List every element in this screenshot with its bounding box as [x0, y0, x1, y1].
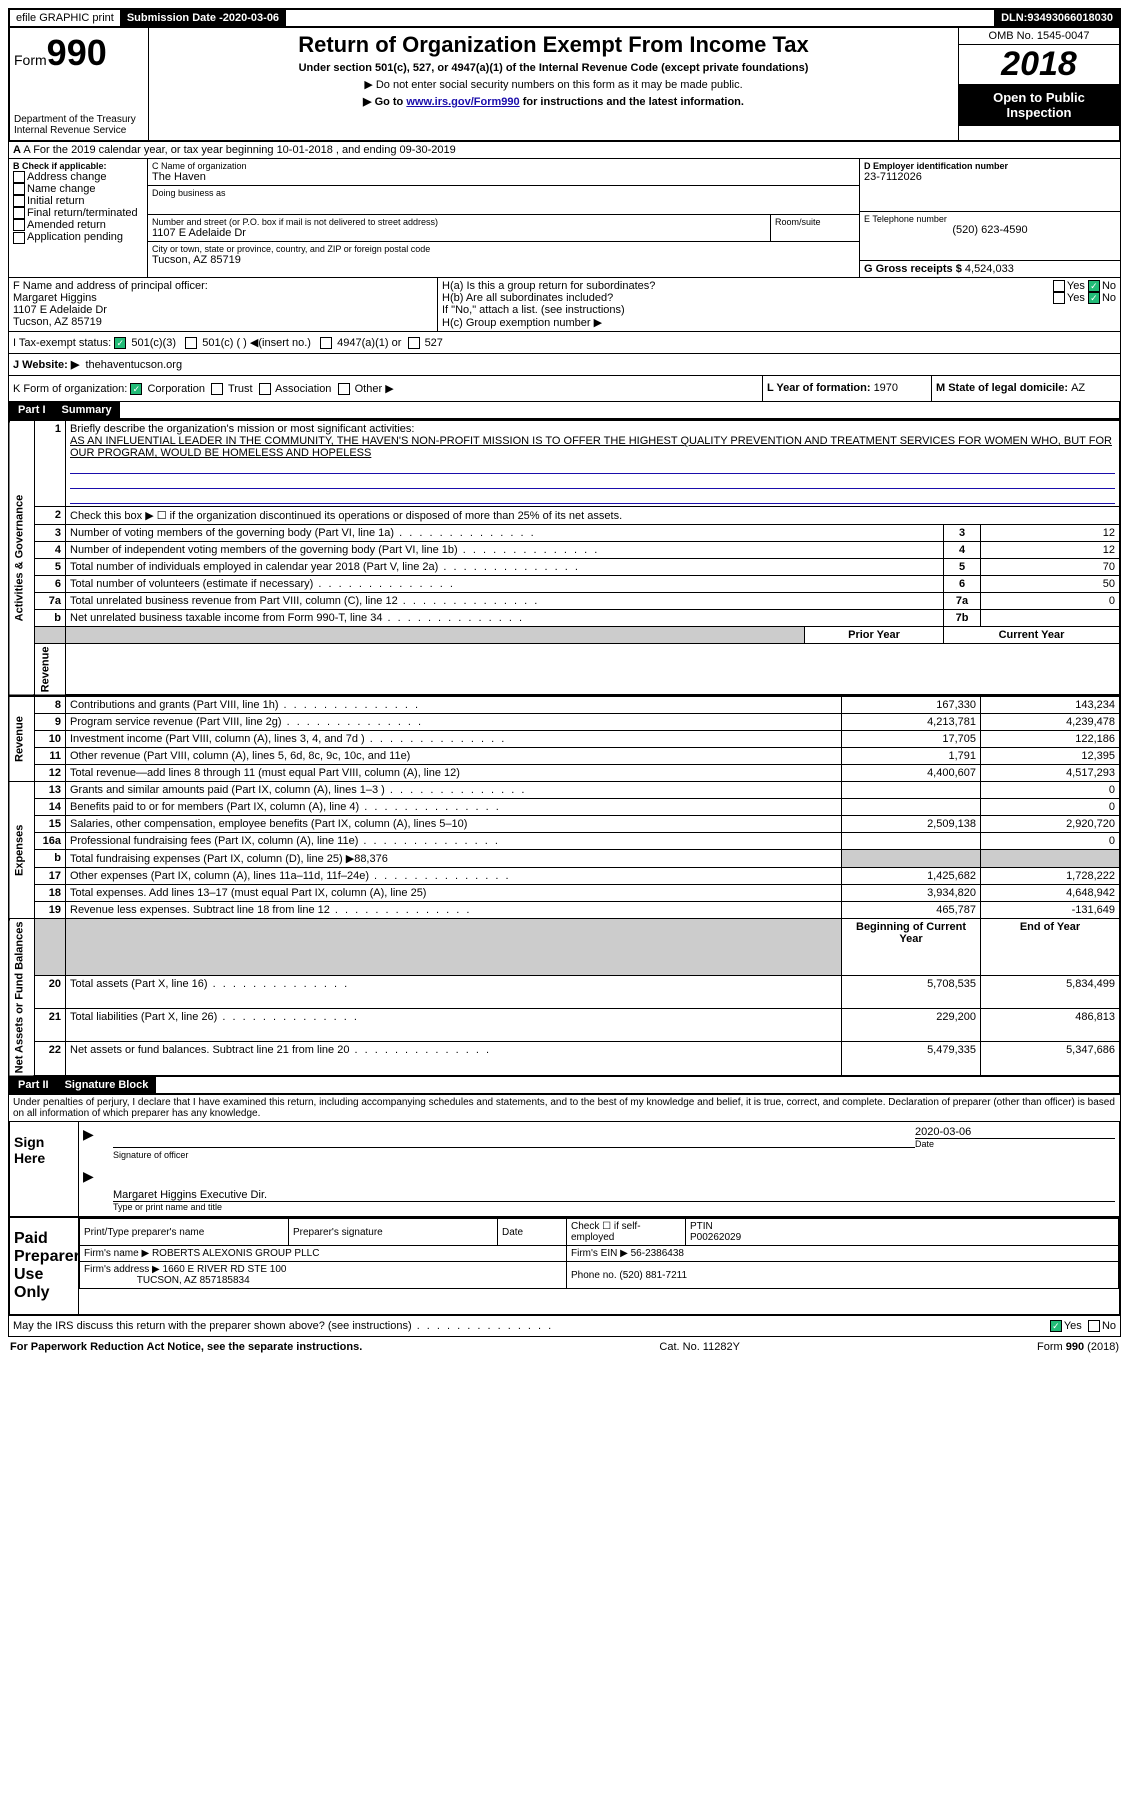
city-label: City or town, state or province, country…: [152, 244, 855, 254]
open-inspection: Open to Public Inspection: [959, 84, 1119, 126]
officer-addr: 1107 E Adelaide Dr: [13, 304, 433, 316]
firm-addr1: 1660 E RIVER RD STE 100: [163, 1264, 287, 1275]
mission-text: AS AN INFLUENTIAL LEADER IN THE COMMUNIT…: [70, 435, 1112, 459]
side-rev: Revenue: [35, 644, 66, 695]
paid-preparer-block: Paid Preparer Use Only Print/Type prepar…: [8, 1218, 1121, 1316]
gross-receipts-label: G Gross receipts $: [864, 263, 965, 275]
org-name: The Haven: [152, 171, 855, 183]
sig-date: 2020-03-06: [915, 1126, 1115, 1139]
side-gov: Activities & Governance: [9, 421, 35, 695]
group-exemption: H(c) Group exemption number ▶: [442, 316, 1116, 329]
state-domicile: AZ: [1071, 382, 1085, 394]
footer-left: For Paperwork Reduction Act Notice, see …: [10, 1341, 362, 1353]
revenue-table: Revenue 8Contributions and grants (Part …: [8, 696, 1121, 1077]
preparer-sig-label: Preparer's signature: [289, 1219, 498, 1246]
side-exp: Expenses: [9, 782, 35, 919]
preparer-date-label: Date: [498, 1219, 567, 1246]
officer-label: F Name and address of principal officer:: [13, 280, 433, 292]
identity-block: B Check if applicable: Address change Na…: [8, 159, 1121, 278]
ein-label: D Employer identification number: [864, 161, 1008, 171]
part1-header: Part I Summary: [8, 402, 1121, 420]
omb-number: OMB No. 1545-0047: [959, 28, 1119, 45]
page-footer: For Paperwork Reduction Act Notice, see …: [8, 1337, 1121, 1357]
year-formation: 1970: [874, 382, 898, 394]
current-year-header: Current Year: [944, 627, 1121, 644]
perjury-declaration: Under penalties of perjury, I declare th…: [8, 1095, 1121, 1122]
website-value: thehaventucson.org: [85, 359, 182, 371]
submission-date: 2020-03-06: [223, 12, 279, 24]
phone-label: E Telephone number: [864, 214, 1116, 224]
firm-addr2: TUCSON, AZ 857185834: [137, 1275, 250, 1286]
top-bar: efile GRAPHIC print Submission Date - 20…: [8, 8, 1121, 28]
paid-preparer-label: Paid Preparer Use Only: [10, 1218, 79, 1314]
website-row: J Website: ▶ thehaventucson.org: [8, 354, 1121, 376]
sign-here-block: Sign Here Signature of officer 2020-03-0…: [8, 1122, 1121, 1218]
dln-label: DLN:: [1001, 12, 1027, 24]
officer-city: Tucson, AZ 85719: [13, 316, 433, 328]
self-employed-check: Check ☐ if self-employed: [567, 1219, 686, 1246]
check-applicable-label: B Check if applicable:: [13, 161, 107, 171]
discontinued-check: Check this box ▶ ☐ if the organization d…: [66, 507, 1121, 525]
tax-year: 2018: [959, 45, 1119, 84]
opt-address-change: Address change: [27, 171, 107, 183]
subtitle-2: ▶ Do not enter social security numbers o…: [157, 78, 950, 91]
city-value: Tucson, AZ 85719: [152, 254, 855, 266]
officer-group-block: F Name and address of principal officer:…: [8, 278, 1121, 332]
preparer-name-label: Print/Type preparer's name: [80, 1219, 289, 1246]
form-title: Return of Organization Exempt From Incom…: [157, 32, 950, 58]
mission-label: Briefly describe the organization's miss…: [70, 423, 414, 435]
footer-right: Form 990 (2018): [1037, 1341, 1119, 1353]
submission-label: Submission Date -: [127, 12, 223, 24]
org-name-label: C Name of organization: [152, 161, 855, 171]
opt-final-return: Final return/terminated: [27, 207, 138, 219]
summary-table: Activities & Governance 1 Briefly descri…: [8, 420, 1121, 696]
tax-exempt-row: I Tax-exempt status: 501(c)(3) 501(c) ( …: [8, 332, 1121, 354]
sig-officer-label: Signature of officer: [113, 1150, 915, 1160]
attach-list-note: If "No," attach a list. (see instruction…: [442, 304, 1116, 316]
form990-link[interactable]: www.irs.gov/Form990: [406, 96, 519, 108]
room-label: Room/suite: [771, 215, 859, 241]
group-return-q: H(a) Is this a group return for subordin…: [442, 280, 655, 292]
firm-ein: 56-2386438: [631, 1248, 684, 1259]
subtitle-3: ▶ Go to www.irs.gov/Form990 for instruct…: [157, 95, 950, 108]
officer-name: Margaret Higgins: [13, 292, 433, 304]
street-address: 1107 E Adelaide Dr: [152, 227, 766, 239]
opt-app-pending: Application pending: [27, 231, 123, 243]
dba-label: Doing business as: [152, 188, 855, 198]
subordinates-q: H(b) Are all subordinates included?: [442, 292, 613, 304]
street-label: Number and street (or P.O. box if mail i…: [152, 217, 766, 227]
subtitle-1: Under section 501(c), 527, or 4947(a)(1)…: [157, 62, 950, 74]
tax-year-row: A A For the 2019 calendar year, or tax y…: [8, 142, 1121, 159]
sign-here-label: Sign Here: [10, 1122, 79, 1216]
officer-printed-name: Margaret Higgins Executive Dir.: [113, 1189, 267, 1201]
opt-amended: Amended return: [27, 219, 106, 231]
opt-name-change: Name change: [27, 183, 96, 195]
firm-phone: (520) 881-7211: [619, 1270, 687, 1281]
dept-treasury: Department of the Treasury: [14, 114, 144, 125]
footer-cat: Cat. No. 11282Y: [659, 1341, 740, 1353]
part2-header: Part II Signature Block: [8, 1077, 1121, 1095]
form-number: Form990: [14, 32, 144, 74]
ptin-value: P00262029: [690, 1232, 741, 1243]
phone-value: (520) 623-4590: [864, 224, 1116, 236]
opt-initial-return: Initial return: [27, 195, 84, 207]
firm-name: ROBERTS ALEXONIS GROUP PLLC: [152, 1248, 319, 1259]
prior-year-header: Prior Year: [805, 627, 944, 644]
discuss-row: May the IRS discuss this return with the…: [8, 1316, 1121, 1337]
ein-value: 23-7112026: [864, 171, 1116, 183]
dept-irs: Internal Revenue Service: [14, 125, 144, 136]
efile-label: efile GRAPHIC print: [10, 10, 121, 26]
form-org-row: K Form of organization: Corporation Trus…: [8, 376, 1121, 402]
side-net: Net Assets or Fund Balances: [9, 919, 35, 1076]
dln-value: 93493066018030: [1027, 12, 1113, 24]
form-header: Form990 Department of the Treasury Inter…: [8, 28, 1121, 142]
gross-receipts-value: 4,524,033: [965, 263, 1014, 275]
